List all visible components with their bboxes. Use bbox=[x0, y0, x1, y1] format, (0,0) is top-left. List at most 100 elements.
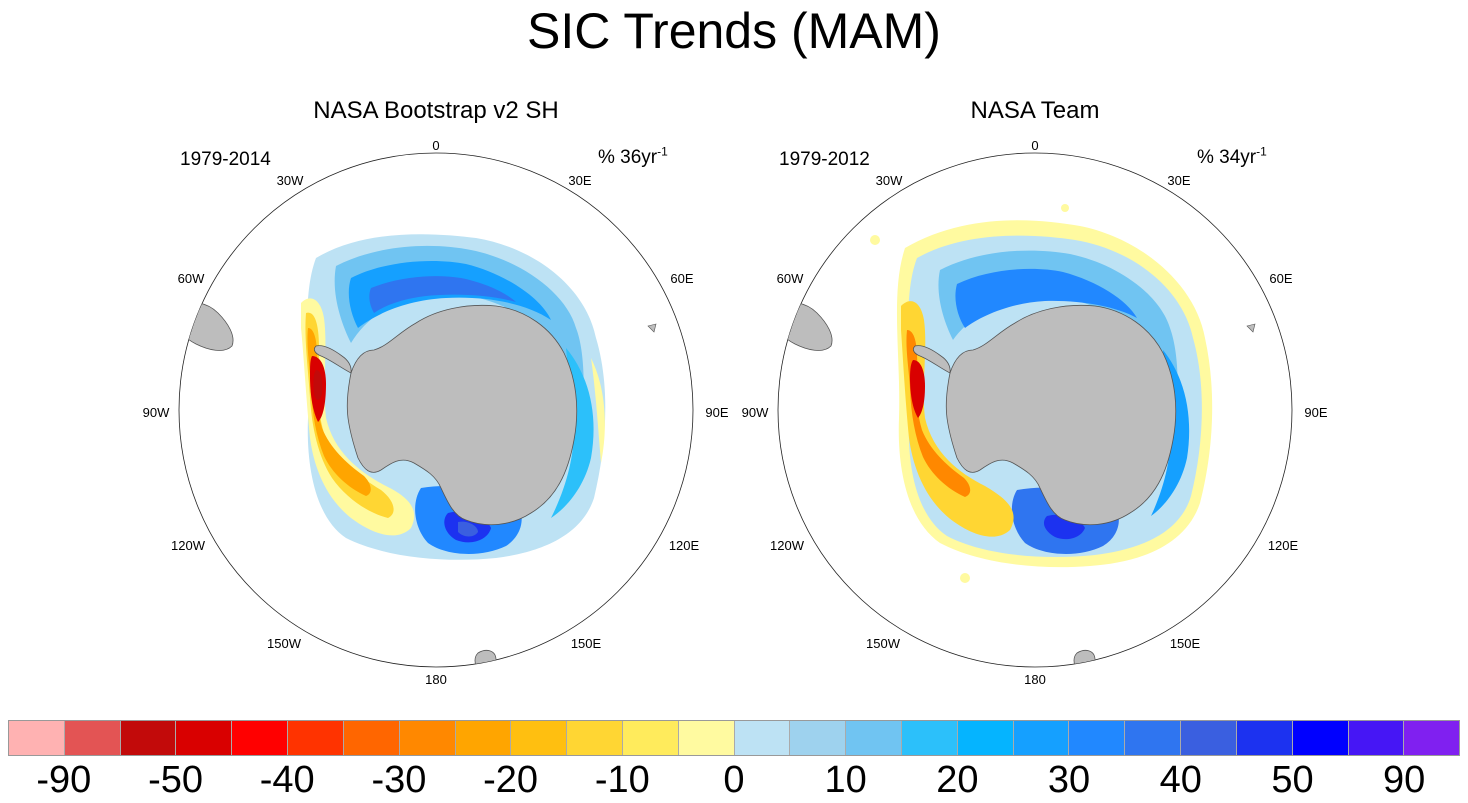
colorbar-box bbox=[734, 721, 791, 755]
colorbar-box bbox=[1125, 721, 1182, 755]
sea-ice-trend-pos-3 bbox=[369, 276, 516, 313]
colorbar-box bbox=[846, 721, 902, 755]
polar-map-bootstrap: 0 30E 60E 90E 120E 150E 180 150W 120W 90… bbox=[143, 138, 729, 687]
colorbar bbox=[8, 720, 1460, 756]
sea-ice-trend-neg-strong bbox=[906, 330, 971, 497]
lon-label-120e: 120E bbox=[669, 538, 700, 553]
lon-label-0: 0 bbox=[1031, 138, 1038, 153]
colorbar-box bbox=[622, 721, 679, 755]
figure-title: SIC Trends (MAM) bbox=[527, 3, 941, 59]
colorbar-box bbox=[343, 721, 400, 755]
scattered-trend-patch bbox=[870, 235, 880, 245]
sea-ice-trend-pos-2 bbox=[955, 268, 1137, 328]
lon-label-150w: 150W bbox=[267, 636, 302, 651]
lon-label-30w: 30W bbox=[277, 173, 304, 188]
lon-label-120e: 120E bbox=[1268, 538, 1299, 553]
units-prefix: % 36yr bbox=[598, 147, 658, 168]
lon-label-0: 0 bbox=[432, 138, 439, 153]
colorbar-label: -10 bbox=[594, 759, 650, 801]
scattered-trend-patch bbox=[960, 573, 970, 583]
lon-label-90w: 90W bbox=[742, 405, 769, 420]
colorbar-label: 0 bbox=[723, 759, 745, 801]
colorbar-label: -30 bbox=[371, 759, 427, 801]
lon-label-180: 180 bbox=[425, 672, 447, 687]
sub-antarctic-island bbox=[1246, 323, 1256, 333]
colorbar-box bbox=[790, 721, 847, 755]
colorbar-box bbox=[288, 721, 344, 755]
lon-label-60e: 60E bbox=[1269, 271, 1292, 286]
sea-ice-trend-pos-east bbox=[551, 348, 594, 518]
lon-label-60w: 60W bbox=[777, 271, 804, 286]
colorbar-box bbox=[678, 721, 735, 755]
lon-label-90e: 90E bbox=[705, 405, 728, 420]
lon-label-120w: 120W bbox=[171, 538, 206, 553]
colorbar-box bbox=[1348, 721, 1405, 755]
colorbar-label: 40 bbox=[1159, 759, 1202, 801]
lon-label-180: 180 bbox=[1024, 672, 1046, 687]
lon-label-60e: 60E bbox=[670, 271, 693, 286]
lon-label-150e: 150E bbox=[1170, 636, 1201, 651]
scattered-trend-patch bbox=[1061, 204, 1069, 212]
colorbar-box bbox=[9, 721, 65, 755]
colorbar-box bbox=[1404, 721, 1460, 755]
lon-label-90w: 90W bbox=[143, 405, 170, 420]
sea-ice-trend-neg-strong bbox=[307, 328, 371, 496]
sea-ice-trend-neg-peak bbox=[313, 370, 323, 400]
colorbar-box bbox=[511, 721, 568, 755]
antarctic-peninsula bbox=[912, 345, 951, 374]
sub-antarctic-island bbox=[647, 323, 657, 333]
antarctic-peninsula bbox=[313, 345, 352, 374]
map-panel-bootstrap: 0 30E 60E 90E 120E 150E 180 150W 120W 90… bbox=[136, 88, 736, 698]
lon-label-30w: 30W bbox=[876, 173, 903, 188]
antarctica-landmass bbox=[945, 304, 1177, 526]
colorbar-box bbox=[1292, 721, 1349, 755]
panel-title: NASA Bootstrap v2 SH bbox=[313, 97, 559, 124]
units-prefix: % 34yr bbox=[1197, 147, 1257, 168]
map-panel-nasa-team: 0 30E 60E 90E 120E 150E 180 150W 120W 90… bbox=[735, 88, 1335, 698]
new-zealand-fragment bbox=[1073, 649, 1096, 667]
colorbar-label: 50 bbox=[1271, 759, 1314, 801]
colorbar-box bbox=[399, 721, 456, 755]
colorbar-box bbox=[176, 721, 233, 755]
colorbar-box bbox=[957, 721, 1014, 755]
sea-ice-trend-pos-east bbox=[1151, 350, 1190, 516]
polar-map-nasa-team: 0 30E 60E 90E 120E 150E 180 150W 120W 90… bbox=[742, 138, 1328, 687]
units-label: % 34yr-1 bbox=[1197, 146, 1267, 170]
colorbar-box bbox=[567, 721, 623, 755]
colorbar-box bbox=[1181, 721, 1237, 755]
antarctica-landmass bbox=[346, 304, 578, 526]
units-label: % 36yr-1 bbox=[598, 146, 668, 170]
colorbar-label: -50 bbox=[148, 759, 203, 801]
colorbar-label: 10 bbox=[824, 759, 867, 801]
lon-label-90e: 90E bbox=[1304, 405, 1327, 420]
colorbar-box bbox=[1013, 721, 1070, 755]
lon-label-150e: 150E bbox=[571, 636, 602, 651]
period-label: 1979-2012 bbox=[779, 149, 870, 170]
colorbar-label: 30 bbox=[1047, 759, 1091, 801]
new-zealand-fragment bbox=[474, 649, 497, 667]
colorbar-label: -40 bbox=[259, 759, 315, 801]
lon-label-150w: 150W bbox=[866, 636, 901, 651]
scattered-trend-patch bbox=[1203, 384, 1211, 392]
colorbar-label: -90 bbox=[36, 759, 92, 801]
sea-ice-trend-ross-peak bbox=[458, 521, 478, 537]
units-exponent: -1 bbox=[657, 144, 668, 159]
colorbar-label: 90 bbox=[1383, 759, 1426, 801]
colorbar-box bbox=[455, 721, 512, 755]
sea-ice-trend-neg-outer bbox=[301, 298, 415, 536]
colorbar-box bbox=[64, 721, 121, 755]
period-label: 1979-2014 bbox=[180, 149, 271, 170]
sea-ice-trend-neg-core bbox=[910, 360, 925, 418]
colorbar-labels: -90 -50 -40 -30 -20 -10 0 10 20 30 40 50 90 bbox=[8, 758, 1460, 802]
lon-label-30e: 30E bbox=[1167, 173, 1190, 188]
colorbar-label: 20 bbox=[936, 759, 979, 801]
colorbar-box bbox=[1069, 721, 1126, 755]
colorbar-label: -20 bbox=[483, 759, 539, 801]
lon-label-60w: 60W bbox=[178, 271, 205, 286]
lon-label-120w: 120W bbox=[770, 538, 805, 553]
colorbar-box bbox=[120, 721, 177, 755]
panel-title: NASA Team bbox=[970, 97, 1100, 124]
colorbar-box bbox=[232, 721, 289, 755]
units-exponent: -1 bbox=[1256, 144, 1267, 159]
colorbar-box bbox=[1236, 721, 1293, 755]
